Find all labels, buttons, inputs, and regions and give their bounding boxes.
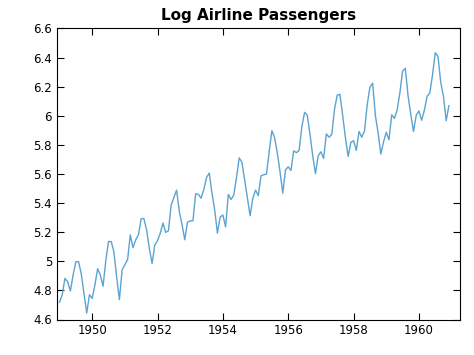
- Title: Log Airline Passengers: Log Airline Passengers: [161, 8, 356, 23]
